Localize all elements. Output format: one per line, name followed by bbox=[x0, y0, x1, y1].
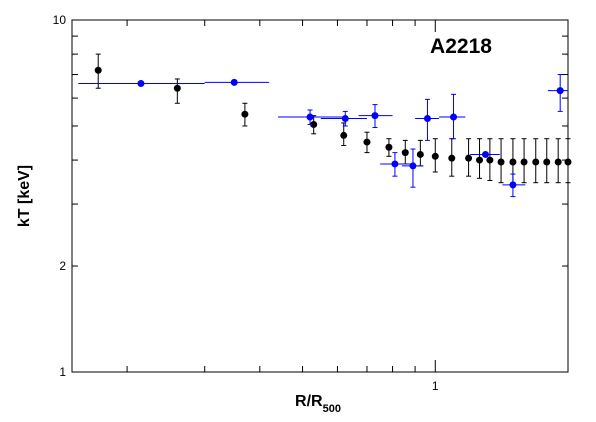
chart-title: A2218 bbox=[430, 35, 492, 58]
data-point bbox=[230, 78, 238, 86]
data-point bbox=[341, 115, 349, 123]
axis-tick-labels: 1 2 10 1 bbox=[53, 13, 439, 393]
data-point bbox=[556, 87, 564, 95]
data-point bbox=[363, 138, 371, 146]
data-point bbox=[476, 156, 484, 164]
data-point bbox=[409, 162, 417, 170]
data-point bbox=[306, 113, 314, 121]
series-2 bbox=[78, 74, 568, 198]
data-marks bbox=[78, 53, 572, 198]
data-point bbox=[340, 131, 348, 139]
data-point bbox=[241, 110, 249, 118]
data-point bbox=[486, 156, 494, 164]
data-point bbox=[543, 158, 551, 166]
data-point bbox=[431, 152, 439, 160]
data-point bbox=[391, 160, 399, 168]
data-point bbox=[416, 150, 424, 158]
data-point bbox=[448, 154, 456, 162]
data-point bbox=[423, 115, 431, 123]
data-point bbox=[385, 143, 393, 151]
data-point bbox=[137, 80, 145, 88]
data-point bbox=[310, 120, 318, 128]
y-tick-label: 2 bbox=[59, 259, 66, 273]
data-point bbox=[554, 158, 562, 166]
x-axis-label-subscript: 500 bbox=[323, 403, 341, 415]
data-point bbox=[497, 158, 505, 166]
data-point bbox=[173, 84, 181, 92]
data-point bbox=[509, 181, 517, 189]
x-axis-label-main: R/R bbox=[295, 393, 323, 410]
data-point bbox=[401, 149, 409, 157]
x-tick-label: 1 bbox=[432, 379, 439, 393]
data-point bbox=[371, 112, 379, 120]
y-tick-label: 10 bbox=[53, 13, 67, 27]
data-point bbox=[532, 158, 540, 166]
data-point bbox=[564, 158, 572, 166]
data-point bbox=[94, 66, 102, 74]
x-axis-label: R/R500 bbox=[295, 393, 341, 415]
plot-frame bbox=[71, 19, 569, 373]
data-point bbox=[509, 158, 517, 166]
data-point bbox=[482, 150, 490, 158]
data-point bbox=[465, 154, 473, 162]
y-tick-label: 1 bbox=[59, 365, 66, 379]
y-axis-label: kT [keV] bbox=[16, 165, 33, 227]
data-point bbox=[450, 113, 458, 121]
axis-ticks bbox=[72, 19, 569, 373]
data-point bbox=[520, 158, 528, 166]
